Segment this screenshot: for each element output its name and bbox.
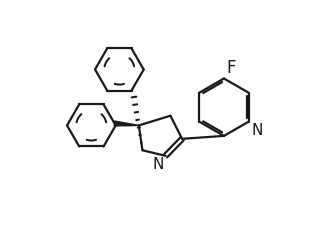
Polygon shape <box>114 121 139 126</box>
Text: N: N <box>252 123 263 138</box>
Text: F: F <box>226 59 236 77</box>
Text: N: N <box>153 157 164 172</box>
